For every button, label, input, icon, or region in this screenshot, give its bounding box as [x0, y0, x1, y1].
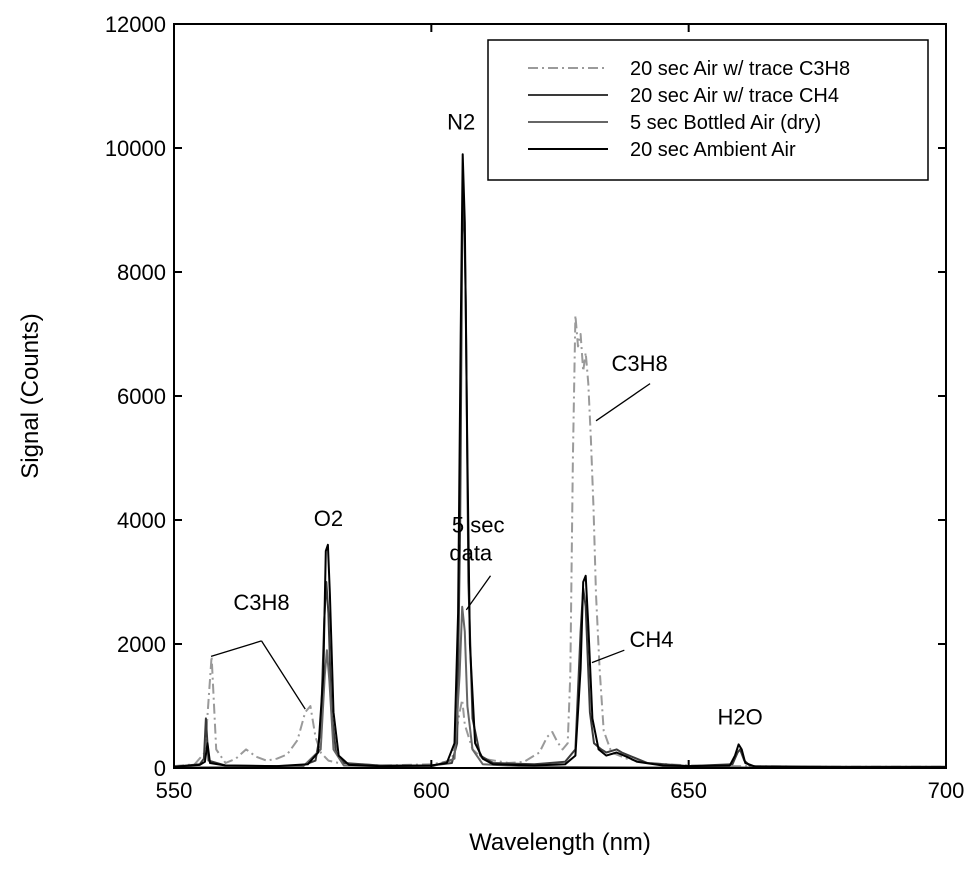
leader-line-3	[465, 575, 492, 611]
legend-label-4: 20 sec Ambient Air	[630, 139, 796, 161]
leader-line-layer	[210, 383, 651, 710]
legend: 20 sec Air w/ trace C3H8 20 sec Air w/ tr…	[487, 39, 929, 181]
y-axis-title: Signal (Counts)	[17, 313, 44, 478]
annotation-6: C3H8	[611, 351, 667, 376]
y-tick-label-3: 4000	[117, 508, 166, 533]
annotation-2: O2	[314, 506, 343, 531]
y-tick-label-6: 10000	[105, 136, 166, 161]
annotation-1: N2	[447, 109, 475, 134]
y-tick-label-7: 12000	[105, 12, 166, 37]
annotation-5: data	[449, 540, 493, 565]
x-tick-label-3: 650	[670, 778, 707, 803]
series-line-3	[173, 605, 946, 769]
leader-line-2	[260, 640, 306, 710]
tick-layer: 550 600 650 700 0 2000 4000 6000 8000 10000 12000	[105, 12, 965, 803]
annotation-4: 5 sec	[452, 512, 505, 537]
x-axis-title: Wavelength (nm)	[469, 829, 651, 856]
annotation-layer: N2 O2 C3H8 5 sec data C3H8 CH4 H2O	[233, 109, 762, 729]
leader-line-4	[595, 383, 651, 422]
legend-label-2: 20 sec Air w/ trace CH4	[630, 85, 839, 107]
x-tick-label-4: 700	[928, 778, 965, 803]
legend-label-1: 20 sec Air w/ trace C3H8	[630, 58, 850, 80]
series-line-4	[173, 153, 946, 769]
legend-box	[487, 39, 929, 181]
y-tick-label-1: 0	[154, 756, 166, 781]
annotation-7: CH4	[629, 627, 673, 652]
leader-line-5	[591, 649, 625, 664]
series-layer	[173, 153, 946, 769]
annotation-3: C3H8	[233, 590, 289, 615]
series-line-2	[173, 196, 946, 768]
y-tick-label-5: 8000	[117, 260, 166, 285]
legend-label-3: 5 sec Bottled Air (dry)	[630, 112, 821, 134]
y-tick-label-2: 2000	[117, 632, 166, 657]
leader-line-1	[210, 640, 262, 658]
series-line-1	[173, 314, 946, 768]
y-tick-label-4: 6000	[117, 384, 166, 409]
annotation-8: H2O	[718, 705, 763, 730]
x-tick-label-1: 550	[156, 778, 193, 803]
x-tick-label-2: 600	[413, 778, 450, 803]
